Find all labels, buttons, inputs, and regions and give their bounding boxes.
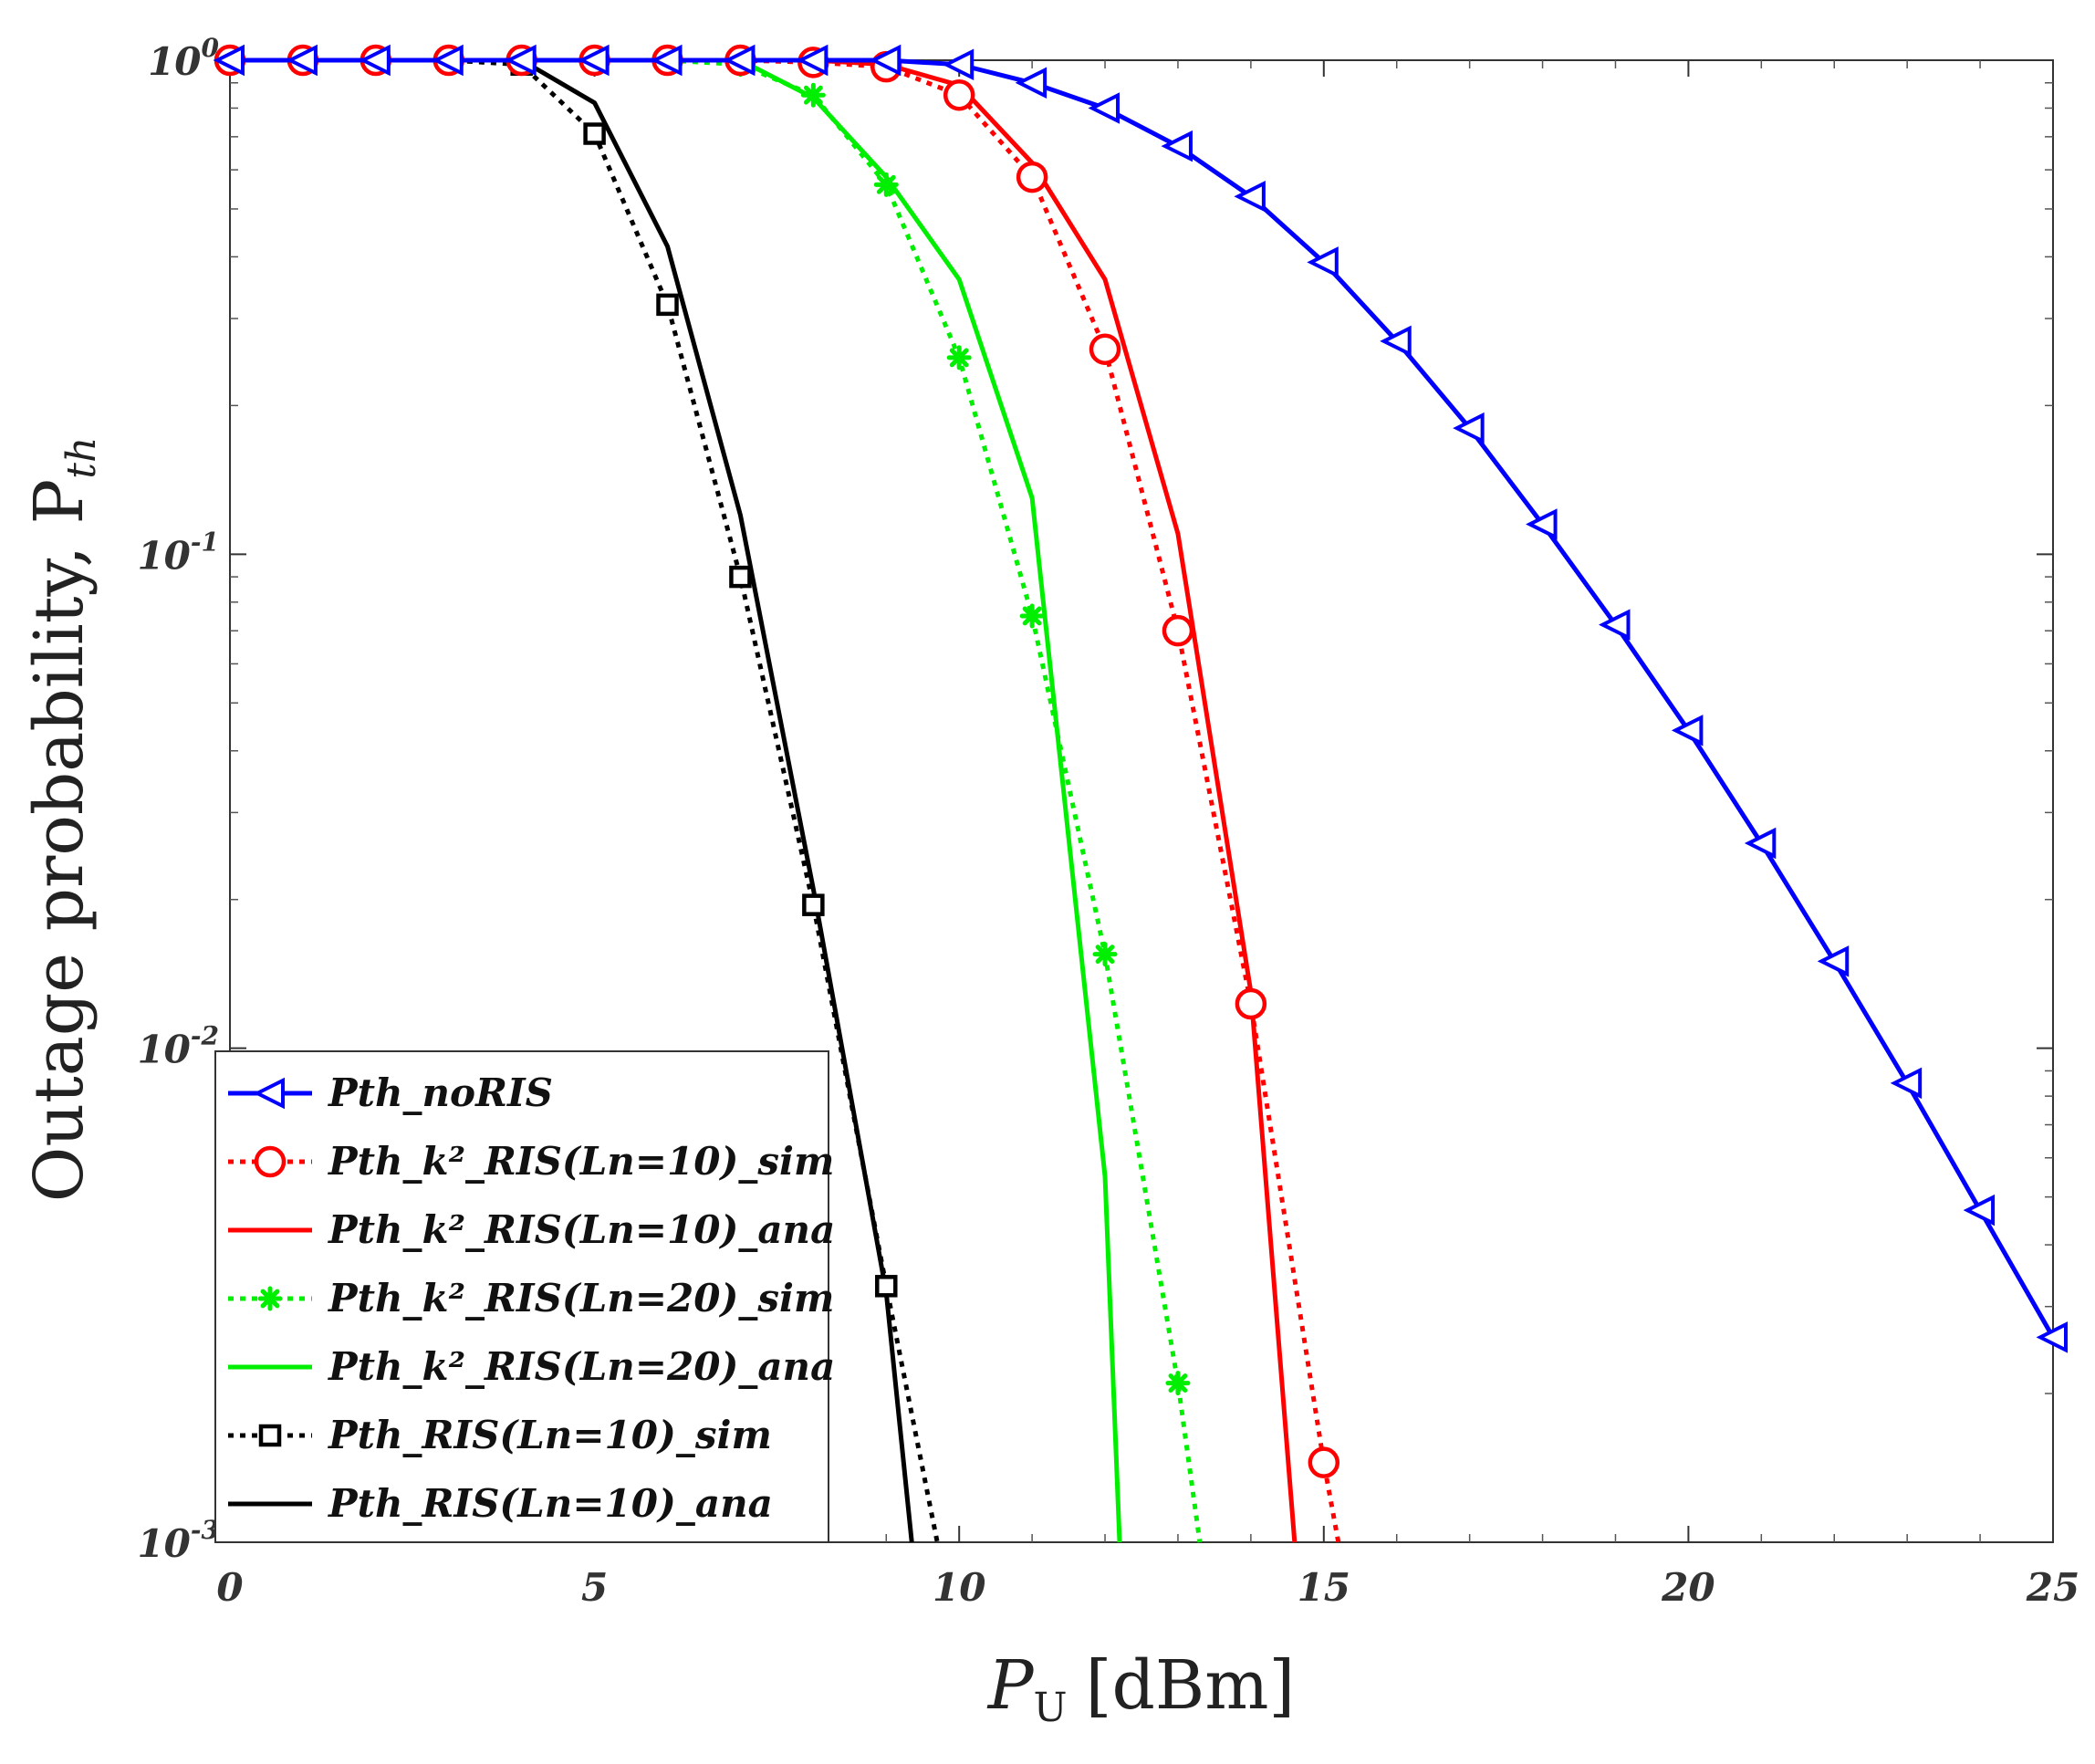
- data-point: [873, 172, 899, 197]
- legend-entry-4: Pth_k²_RIS(Ln=20)_ana: [228, 1344, 835, 1389]
- data-point: [1165, 1371, 1191, 1396]
- data-point: [651, 44, 683, 77]
- data-point: [1453, 412, 1485, 444]
- y-title-subscript: th: [58, 437, 105, 479]
- x-tick-label: 15: [1298, 1565, 1350, 1610]
- legend-label: Pth_k²_RIS(Ln=10)_ana: [328, 1207, 835, 1252]
- data-point: [1380, 325, 1412, 358]
- data-point: [942, 48, 975, 80]
- legend-marker: [258, 1424, 282, 1447]
- legend-marker: [257, 1286, 283, 1311]
- data-point: [1890, 1067, 1923, 1100]
- legend-label: Pth_k²_RIS(Ln=10)_sim: [328, 1139, 834, 1184]
- x-tick-label: 20: [1661, 1565, 1715, 1610]
- data-point: [1963, 1194, 1996, 1226]
- data-point: [2036, 1321, 2068, 1353]
- data-point: [656, 293, 679, 317]
- legend-entry-5: Pth_RIS(Ln=10)_sim: [228, 1413, 772, 1457]
- data-point: [1308, 1446, 1340, 1478]
- axis-titles-group: PU [dBm] Outage probability, Pth: [20, 437, 1295, 1731]
- data-point: [875, 1275, 898, 1298]
- x-title-symbol: P: [986, 1646, 1035, 1725]
- y-tick-exponent: -2: [191, 1021, 219, 1051]
- legend-entry-6: Pth_RIS(Ln=10)_ana: [228, 1481, 773, 1526]
- data-point: [1817, 945, 1850, 977]
- legend-marker: [253, 1077, 285, 1110]
- series-group: [213, 44, 2068, 1543]
- legend-label: Pth_RIS(Ln=10)_sim: [328, 1413, 772, 1457]
- legend-label: Pth_k²_RIS(Ln=20)_ana: [328, 1344, 835, 1389]
- y-tick-exponent: 0: [202, 33, 220, 63]
- plot-frame: [229, 59, 2054, 1543]
- legend-label: Pth_RIS(Ln=10)_ana: [328, 1481, 773, 1526]
- data-point: [432, 44, 464, 77]
- data-point: [1088, 92, 1120, 124]
- y-tick-label: 10-2: [137, 1021, 219, 1072]
- x-tick-label: 0: [216, 1565, 243, 1610]
- data-point: [802, 893, 825, 916]
- data-point: [578, 44, 610, 77]
- data-point: [869, 44, 902, 77]
- data-point: [1235, 987, 1267, 1020]
- data-point: [1092, 942, 1118, 967]
- data-point: [723, 44, 756, 77]
- legend-label: Pth_noRIS: [328, 1070, 553, 1115]
- legend-label: Pth_k²_RIS(Ln=20)_sim: [328, 1276, 834, 1320]
- data-point: [729, 565, 752, 589]
- y-tick-label: 10-1: [137, 527, 219, 578]
- data-point: [286, 44, 318, 77]
- data-point: [505, 44, 537, 77]
- data-point: [946, 345, 972, 371]
- data-point: [1089, 333, 1121, 365]
- data-point: [1019, 603, 1045, 629]
- data-point: [800, 82, 826, 108]
- y-tick-exponent: -1: [191, 527, 219, 557]
- y-tick-exponent: -3: [191, 1515, 219, 1545]
- y-tick-label: 100: [148, 33, 219, 84]
- legend-box: [214, 1050, 829, 1543]
- data-point: [583, 122, 606, 145]
- x-axis-title: PU [dBm]: [986, 1646, 1296, 1731]
- series-0: [213, 44, 2068, 1353]
- y-axis-title: Outage probability, Pth: [20, 437, 105, 1203]
- data-point: [1015, 67, 1048, 99]
- data-point: [1307, 246, 1339, 278]
- x-tick-label: 5: [581, 1565, 608, 1610]
- y-tick-base: 10: [137, 533, 190, 578]
- x-title-subscript: U: [1034, 1685, 1068, 1731]
- data-point: [1162, 614, 1194, 647]
- legend-entry-3: Pth_k²_RIS(Ln=20)_sim: [228, 1276, 834, 1320]
- legend-marker: [254, 1145, 287, 1178]
- data-point: [1599, 609, 1631, 641]
- legend-group: Pth_noRIS Pth_k²_RIS(Ln=10)_sim Pth_k²_RIS…: [214, 1050, 835, 1543]
- y-tick-base: 10: [137, 1028, 190, 1072]
- y-tick-base: 10: [148, 39, 201, 84]
- x-title-unit: [dBm]: [1086, 1646, 1296, 1725]
- data-point: [1526, 508, 1558, 540]
- data-point: [213, 44, 245, 77]
- data-point: [1161, 130, 1193, 162]
- data-point: [1016, 161, 1048, 193]
- legend-entry-0: Pth_noRIS: [228, 1070, 553, 1115]
- data-point: [796, 44, 829, 77]
- legend-entry-1: Pth_k²_RIS(Ln=10)_sim: [228, 1139, 834, 1184]
- x-tick-label: 25: [2026, 1565, 2079, 1610]
- y-tick-label: 10-3: [137, 1515, 219, 1566]
- data-point: [1234, 181, 1266, 213]
- data-point: [1744, 827, 1777, 860]
- data-point: [359, 44, 391, 77]
- x-tick-label: 10: [933, 1565, 985, 1610]
- y-tick-base: 10: [137, 1521, 190, 1566]
- legend-entry-2: Pth_k²_RIS(Ln=10)_ana: [228, 1207, 835, 1252]
- data-point: [1671, 715, 1704, 746]
- y-title-text: Outage probability, P: [20, 479, 99, 1203]
- data-point: [943, 78, 975, 111]
